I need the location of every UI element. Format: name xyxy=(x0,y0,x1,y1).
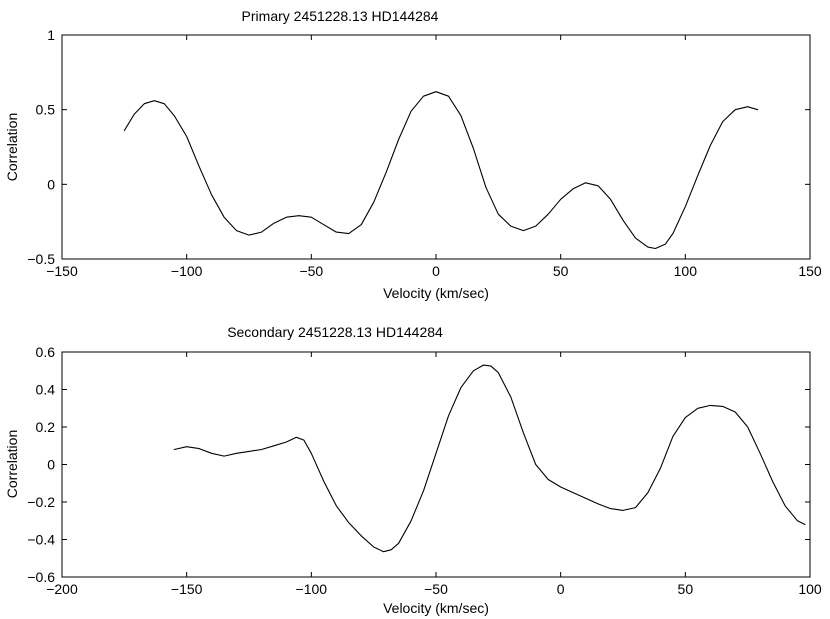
primary-x-tick-label: 50 xyxy=(553,263,569,279)
secondary-x-tick-label: −50 xyxy=(424,581,448,597)
primary-chart-title: Primary 2451228.13 HD144284 xyxy=(242,8,439,24)
primary-y-tick-label: 1 xyxy=(47,27,55,43)
secondary-x-tick-label: −100 xyxy=(296,581,328,597)
secondary-y-tick-label: 0.6 xyxy=(36,344,56,360)
secondary-y-tick-label: −0.4 xyxy=(27,532,55,548)
primary-x-tick-label: −50 xyxy=(299,263,323,279)
primary-x-tick-label: −100 xyxy=(171,263,203,279)
secondary-y-tick-label: 0 xyxy=(47,457,55,473)
primary-y-axis-label: Correlation xyxy=(4,113,20,181)
secondary-y-tick-label: −0.6 xyxy=(27,569,55,585)
primary-y-tick-label: 0.5 xyxy=(36,102,56,118)
primary-ticks: −150 −100 −50 0 50 100 150 −0.5 0 0.5 1 xyxy=(27,27,822,279)
secondary-correlation-curve xyxy=(173,364,806,553)
secondary-x-tick-label: −200 xyxy=(46,581,78,597)
primary-correlation-panel: Primary 2451228.13 HD144284 −150 −100 −50 0… xyxy=(4,8,822,301)
secondary-x-tick-label: 100 xyxy=(798,581,822,597)
secondary-y-tick-label: 0.4 xyxy=(36,382,56,398)
secondary-x-tick-label: 50 xyxy=(678,581,694,597)
secondary-x-axis-label: Velocity (km/sec) xyxy=(383,600,489,616)
secondary-x-tick-label: 0 xyxy=(557,581,565,597)
secondary-ticks: −200 −150 −100 −50 0 50 100 −0.6 −0.4 −0.2 0 0.2 0.4… xyxy=(27,344,822,597)
secondary-chart-title: Secondary 2451228.13 HD144284 xyxy=(227,324,443,340)
secondary-y-tick-label: −0.2 xyxy=(27,494,55,510)
secondary-axes-frame xyxy=(61,351,811,578)
primary-axes-frame xyxy=(61,34,811,260)
primary-y-tick-label: 0 xyxy=(47,176,55,192)
primary-x-tick-label: 150 xyxy=(798,263,822,279)
primary-correlation-curve xyxy=(123,91,759,250)
primary-x-axis-label: Velocity (km/sec) xyxy=(383,285,489,301)
secondary-correlation-panel: Secondary 2451228.13 HD144284 −200 −150 −1… xyxy=(4,324,822,616)
primary-y-tick-label: −0.5 xyxy=(27,251,55,267)
primary-x-tick-label: −150 xyxy=(46,263,78,279)
primary-x-tick-label: 0 xyxy=(432,263,440,279)
secondary-y-tick-label: 0.2 xyxy=(36,419,56,435)
secondary-y-axis-label: Correlation xyxy=(4,430,20,498)
primary-x-tick-label: 100 xyxy=(674,263,698,279)
secondary-x-tick-label: −150 xyxy=(171,581,203,597)
